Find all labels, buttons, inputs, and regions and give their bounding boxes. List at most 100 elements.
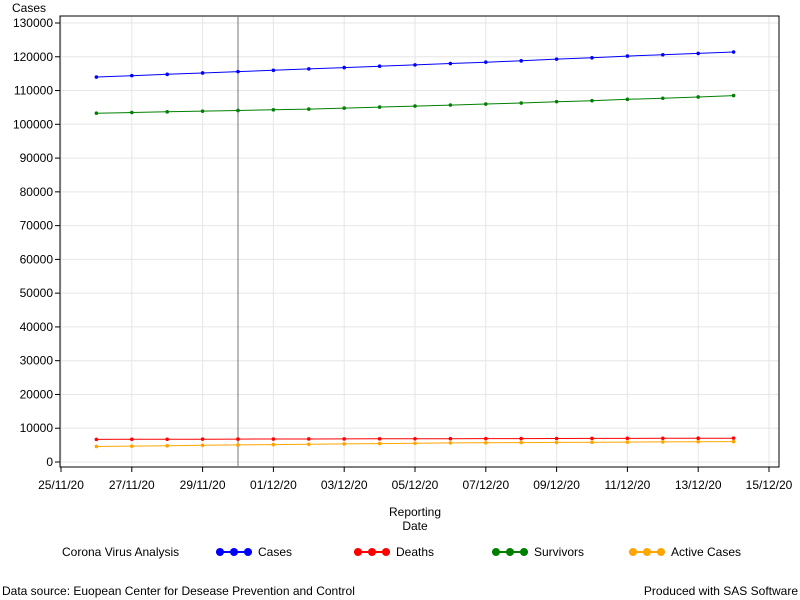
x-tick-label: 11/12/20: [604, 478, 650, 492]
data-point-survivors: [484, 102, 488, 106]
data-point-active-cases: [307, 442, 311, 447]
data-point-deaths: [484, 436, 488, 441]
legend-label-cases: Cases: [258, 545, 293, 559]
data-point-cases: [236, 69, 240, 74]
data-point-active-cases: [94, 444, 99, 449]
data-point-cases: [696, 51, 700, 56]
data-point-deaths: [696, 436, 700, 441]
data-point-survivors: [94, 111, 99, 115]
legend-swatch-dot: [657, 548, 665, 556]
y-tick-label: 10000: [20, 421, 54, 435]
data-point-active-cases: [200, 443, 205, 448]
data-point-cases: [165, 72, 169, 77]
data-point-survivors: [236, 108, 240, 113]
legend-swatch-active-cases: [629, 547, 665, 557]
data-point-active-cases: [236, 443, 240, 447]
legend-swatch-dot: [382, 548, 390, 556]
x-tick-label: 03/12/20: [321, 478, 368, 492]
legend-swatch-dot: [230, 548, 238, 556]
produced-with-note: Produced with SAS Software: [643, 584, 798, 598]
data-point-deaths: [165, 437, 169, 442]
data-point-cases: [130, 73, 134, 78]
data-point-active-cases: [696, 439, 700, 444]
x-axis: 25/11/20 27/11/20 29/11/20 01/12/20 03/12/20…: [38, 467, 793, 492]
y-axis: 0 10000 20000 30000 40000 50000 60000 70000 8000…: [13, 16, 60, 469]
x-tick-label: 27/11/20: [109, 478, 155, 492]
data-point-deaths: [554, 436, 559, 441]
data-point-survivors: [130, 110, 134, 115]
data-point-active-cases: [519, 440, 523, 445]
legend-item-survivors: Survivors: [492, 545, 584, 559]
series-group: [94, 50, 736, 449]
data-point-cases: [94, 75, 99, 79]
data-point-active-cases: [271, 442, 276, 447]
y-tick-label: 100000: [13, 117, 53, 131]
plot-frame: [59, 15, 780, 468]
x-tick-label: 09/12/20: [533, 478, 580, 492]
data-point-cases: [661, 52, 665, 57]
data-point-deaths: [625, 436, 630, 441]
y-tick-label: 90000: [20, 151, 54, 165]
legend-item-deaths: Deaths: [354, 545, 434, 559]
data-point-deaths: [661, 436, 665, 441]
data-point-survivors: [307, 107, 311, 111]
data-point-survivors: [165, 110, 169, 114]
data-point-cases: [200, 71, 205, 75]
legend-swatch-deaths: [354, 547, 390, 557]
data-point-active-cases: [130, 444, 134, 448]
y-tick-label: 110000: [14, 84, 53, 98]
data-point-active-cases: [590, 440, 594, 445]
data-point-survivors: [448, 103, 453, 107]
legend-label-active-cases: Active Cases: [671, 545, 742, 559]
data-point-survivors: [413, 104, 417, 108]
data-source-note: Data source: Euopean Center for Desease …: [2, 584, 355, 598]
y-tick-label: 20000: [20, 387, 54, 401]
data-point-survivors: [377, 105, 382, 109]
data-point-cases: [625, 54, 630, 58]
y-tick-label: 30000: [20, 354, 54, 368]
data-point-active-cases: [554, 440, 559, 445]
data-point-survivors: [661, 96, 665, 101]
data-point-active-cases: [484, 440, 488, 445]
legend-swatch-dot: [643, 548, 651, 556]
x-tick-label: 05/12/20: [392, 478, 439, 492]
data-point-survivors: [519, 101, 523, 105]
legend-swatch-cases: [216, 547, 252, 557]
data-point-active-cases: [377, 441, 382, 446]
y-tick-label: 50000: [20, 286, 54, 300]
legend-title: Corona Virus Analysis: [62, 545, 180, 559]
y-tick-label: 70000: [20, 219, 54, 233]
data-point-survivors: [554, 99, 559, 104]
data-point-deaths: [200, 437, 205, 441]
data-point-cases: [448, 61, 453, 66]
data-point-deaths: [448, 436, 453, 441]
y-tick-label: 80000: [20, 185, 54, 199]
legend-swatch-dot: [520, 548, 528, 556]
data-point-deaths: [307, 437, 311, 441]
data-point-survivors: [200, 109, 205, 113]
data-point-cases: [519, 59, 523, 63]
x-tick-label: 25/11/20: [38, 478, 84, 492]
data-point-active-cases: [731, 439, 736, 444]
y-tick-label: 0: [46, 455, 53, 469]
data-point-cases: [554, 57, 559, 61]
data-point-survivors: [590, 98, 594, 103]
data-point-deaths: [519, 436, 523, 441]
data-point-cases: [342, 65, 347, 70]
data-point-cases: [484, 60, 488, 64]
legend-swatch-dot: [354, 548, 362, 556]
data-point-deaths: [377, 437, 382, 441]
legend-item-active-cases: Active Cases: [629, 545, 741, 559]
x-tick-label: 01/12/20: [250, 478, 297, 492]
grid: [60, 16, 779, 467]
data-point-deaths: [130, 437, 134, 442]
data-point-deaths: [413, 436, 417, 441]
data-point-deaths: [94, 437, 99, 442]
data-point-cases: [731, 50, 736, 54]
x-axis-label-line-1: Reporting: [389, 505, 441, 519]
x-tick-label: 29/11/20: [180, 478, 226, 492]
data-point-cases: [377, 64, 382, 69]
legend: Corona Virus Analysis Cases Deaths Survi…: [0, 544, 800, 562]
data-point-active-cases: [625, 440, 630, 444]
data-point-survivors: [696, 95, 700, 99]
